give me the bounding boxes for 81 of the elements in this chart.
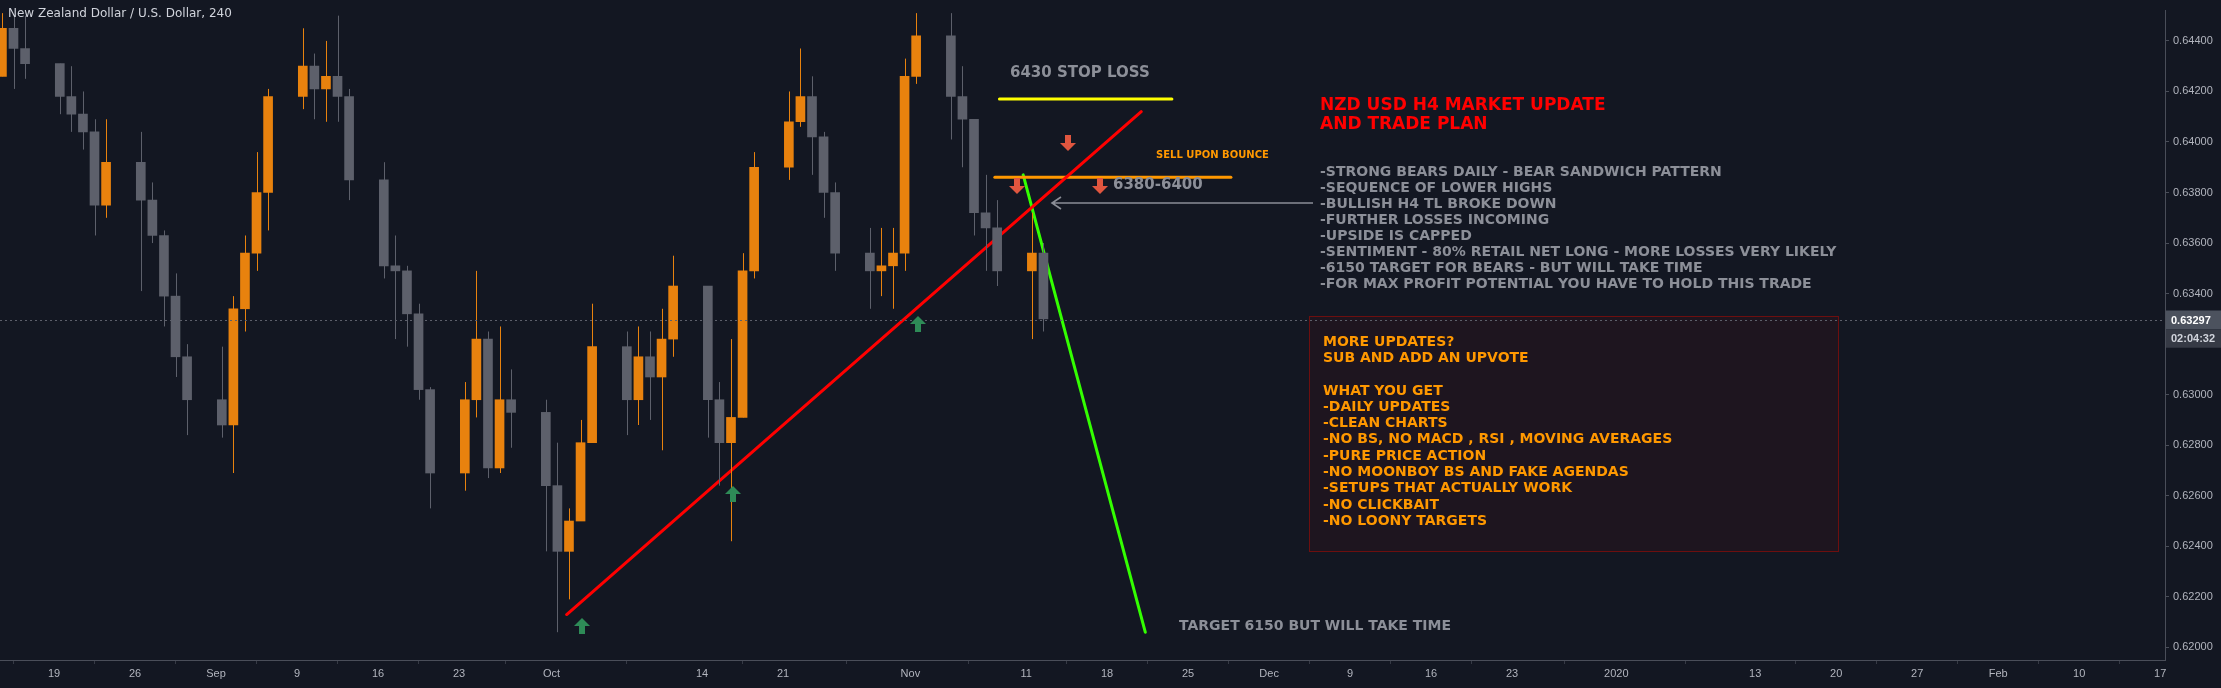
x-tick-label: 18 bbox=[1100, 666, 1114, 679]
x-tick-label: Feb bbox=[1988, 666, 2008, 679]
ref-line-label: 0.63297 bbox=[2171, 313, 2211, 326]
x-tick-label: 16 bbox=[1424, 666, 1438, 679]
candlestick bbox=[240, 234, 250, 333]
candlestick bbox=[483, 331, 493, 479]
x-tick-label: 9 bbox=[293, 666, 301, 679]
candlestick bbox=[54, 63, 65, 115]
annotation: -STRONG BEARS DAILY - BEAR SANDWICH PATTERN -SEQUENCE OF LOWER HIGHS -BULLISH H4 TL BROKE DOWN -FURTHER LOSSES INCOMING -UPSIDE IS CAPPED -SENTIMENT - 80% RETAIL NET LONG - MORE LOSSES VERY LIKELY -6150 TARGET FOR BEARS - BUT WILL TAKE TIME -FOR MAX PROFIT POTENTIAL YOU HAVE TO HOLD THIS TRADE bbox=[1320, 162, 1838, 292]
x-tick-label: 23 bbox=[1506, 666, 1519, 679]
candlestick bbox=[992, 199, 1002, 287]
candlestick bbox=[830, 181, 840, 272]
candlestick bbox=[749, 151, 759, 279]
x-tick-label: Dec bbox=[1259, 666, 1280, 679]
candlestick bbox=[344, 88, 354, 201]
x-tick-label: 26 bbox=[128, 666, 142, 679]
text: MORE UPDATES? SUB AND ADD AN UPVOTE WHAT YOU GET -DAILY UPDATES -CLEAN CHARTS -NO BS, NO MACD , RSI , MOVING AVERAGES -PURE PRICE ACTION -NO MOONBOY BS AND FAKE AGENDAS -SETUPS THAT ACTUALLY WORK -NO CLICKBAIT -NO LOONY TARGETS bbox=[1323, 332, 1673, 528]
x-tick-label: 9 bbox=[1347, 666, 1354, 679]
candlestick bbox=[587, 303, 597, 444]
y-tick-label: 0.62600 bbox=[2173, 488, 2213, 501]
y-tick-label: 0.63000 bbox=[2173, 387, 2213, 400]
x-tick-label: 2020 bbox=[1604, 666, 1629, 679]
x-tick-label: 14 bbox=[695, 666, 709, 679]
candlestick bbox=[946, 12, 956, 140]
candlestick bbox=[506, 368, 516, 449]
y-tick-label: 0.62200 bbox=[2173, 589, 2213, 602]
y-tick-label: 0.64200 bbox=[2173, 84, 2213, 97]
candlestick bbox=[622, 331, 632, 436]
x-tick-label: 27 bbox=[1911, 666, 1924, 679]
x-tick-label: 17 bbox=[2154, 666, 2167, 679]
candlestick bbox=[911, 12, 921, 85]
x-tick-label: 11 bbox=[1020, 666, 1032, 679]
candlestick bbox=[101, 118, 111, 219]
candlestick bbox=[216, 346, 227, 439]
x-tick-label: 10 bbox=[2073, 666, 2086, 679]
y-tick-label: 0.62000 bbox=[2173, 640, 2213, 653]
candlestick bbox=[807, 75, 817, 176]
candlestick bbox=[541, 399, 551, 552]
text: 02:04:32 bbox=[2171, 331, 2216, 344]
y-tick-label: 0.64000 bbox=[2173, 135, 2213, 148]
candlestick bbox=[182, 343, 192, 436]
candlestick bbox=[425, 386, 435, 509]
y-tick-label: 0.62400 bbox=[2173, 539, 2213, 552]
candlestick bbox=[321, 40, 331, 123]
y-tick-label: 0.64400 bbox=[2173, 33, 2213, 46]
candlestick bbox=[726, 338, 736, 542]
candlestick bbox=[969, 118, 979, 236]
candlestick bbox=[564, 507, 574, 600]
chart-title: New Zealand Dollar / U.S. Dollar, 240 bbox=[8, 6, 232, 21]
candlestick bbox=[668, 255, 678, 358]
annotation: TARGET 6150 BUT WILL TAKE TIME bbox=[1179, 616, 1452, 633]
candlestick bbox=[865, 227, 875, 310]
annotation: SELL UPON BOUNCE bbox=[1156, 148, 1270, 160]
x-tick-label: 21 bbox=[776, 666, 790, 679]
x-tick-label: Sep bbox=[206, 666, 226, 679]
candlestick bbox=[784, 90, 794, 181]
candlestick bbox=[20, 15, 30, 80]
candlestick bbox=[135, 131, 146, 292]
candlestick bbox=[1027, 212, 1037, 340]
y-tick-label: 0.63800 bbox=[2173, 185, 2213, 198]
annotation: 6430 STOP LOSS bbox=[1010, 62, 1150, 81]
y-tick-label: 0.63400 bbox=[2173, 286, 2213, 299]
annotation: 6380-6400 bbox=[1113, 174, 1203, 193]
candlestick bbox=[645, 331, 655, 421]
text: NZD USD H4 MARKET UPDATE AND TRADE PLAN bbox=[1320, 94, 1606, 134]
candlestick bbox=[888, 227, 898, 310]
candlestick bbox=[297, 27, 308, 110]
candlestick bbox=[78, 90, 88, 151]
x-tick-label: 19 bbox=[47, 666, 61, 679]
x-tick-label: 16 bbox=[371, 666, 385, 679]
candlestick bbox=[459, 381, 470, 492]
x-tick-label: 13 bbox=[1749, 666, 1762, 679]
x-tick-label: 25 bbox=[1181, 666, 1195, 679]
y-tick-label: 0.63600 bbox=[2173, 236, 2213, 249]
y-tick-label: 0.62800 bbox=[2173, 438, 2213, 451]
x-tick-label: Oct bbox=[543, 666, 561, 679]
x-tick-label: 23 bbox=[452, 666, 466, 679]
candlestick bbox=[378, 161, 389, 279]
x-tick-label: 20 bbox=[1830, 666, 1843, 679]
candlestick bbox=[263, 88, 273, 231]
x-tick-label: Nov bbox=[900, 666, 921, 679]
